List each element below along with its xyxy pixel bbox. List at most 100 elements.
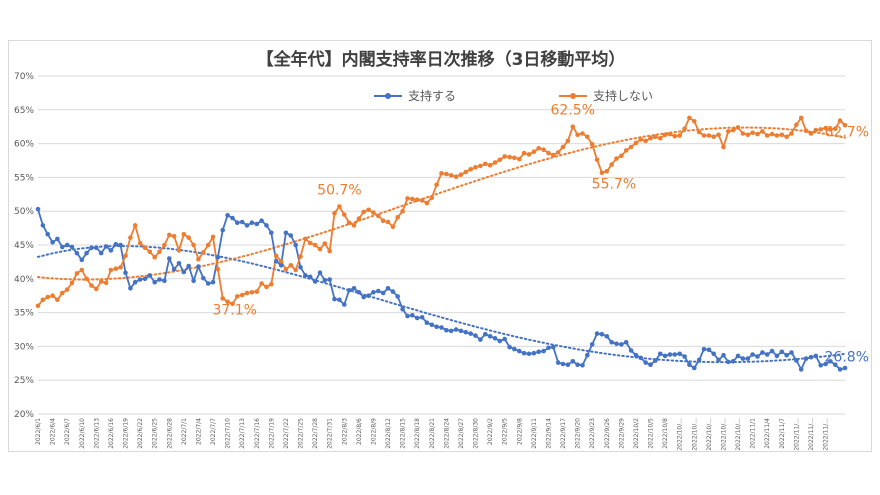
data-point <box>730 359 736 364</box>
x-tick-label: 2022/9/14 <box>545 418 552 449</box>
x-tick-label: 2022/8/3 <box>341 418 348 445</box>
x-tick-label: 2022/11/... <box>808 418 815 451</box>
data-point <box>322 277 328 283</box>
y-tick-label: 30% <box>14 342 34 352</box>
data-point <box>623 148 629 153</box>
data-point <box>546 345 551 351</box>
data-point <box>434 182 439 188</box>
data-point <box>483 161 488 167</box>
data-point <box>463 169 469 175</box>
data-point <box>837 118 843 123</box>
x-tick-label: 2022/8/6 <box>356 418 363 445</box>
data-point <box>337 297 342 303</box>
data-point <box>774 133 780 138</box>
data-point <box>818 127 823 132</box>
data-point <box>303 236 308 242</box>
data-point <box>619 342 624 347</box>
x-tick-label: 2022/6/4 <box>50 418 57 445</box>
data-point <box>45 294 50 300</box>
data-point <box>662 132 668 138</box>
data-point <box>687 362 692 368</box>
data-point <box>711 134 716 140</box>
data-point <box>755 131 760 137</box>
data-point <box>439 325 444 330</box>
data-point <box>395 294 401 299</box>
data-point <box>580 363 585 368</box>
data-point <box>171 233 177 239</box>
data-point <box>682 354 687 359</box>
data-point <box>628 348 634 353</box>
data-point <box>711 351 716 357</box>
x-tick-label: 2022/7/22 <box>283 418 290 449</box>
data-point <box>215 267 221 272</box>
data-point <box>555 150 561 155</box>
data-point <box>298 265 303 270</box>
x-tick-label: 2022/7/10 <box>225 418 232 449</box>
data-point <box>779 349 785 355</box>
data-point <box>69 280 75 286</box>
x-tick-label: 2022/9/23 <box>589 418 596 449</box>
data-point <box>137 240 143 246</box>
data-point <box>327 277 333 282</box>
data-point <box>108 267 114 273</box>
data-point <box>98 279 104 284</box>
data-point <box>517 348 522 354</box>
data-point <box>789 131 794 136</box>
data-point <box>283 267 289 272</box>
data-point <box>628 144 634 150</box>
x-tick-label: 2022/6/10 <box>79 418 86 449</box>
data-point <box>833 126 838 131</box>
y-tick-label: 65% <box>14 106 34 116</box>
data-point <box>531 149 537 154</box>
annotation-label: 50.7% <box>317 182 361 198</box>
data-point <box>536 146 541 151</box>
data-point <box>390 289 396 294</box>
data-point <box>171 267 177 272</box>
data-point <box>414 197 420 202</box>
data-point <box>448 328 454 334</box>
data-point <box>638 137 644 142</box>
data-point <box>672 352 678 357</box>
data-point <box>380 218 386 223</box>
data-point <box>230 215 235 221</box>
data-point <box>769 131 775 137</box>
data-point <box>264 223 269 228</box>
data-point <box>259 281 264 286</box>
annotation-label: 62.7% <box>825 125 869 141</box>
data-point <box>808 131 814 136</box>
data-point <box>429 195 435 200</box>
data-point <box>123 270 128 275</box>
data-point <box>701 346 707 352</box>
data-point <box>230 301 235 307</box>
data-point <box>410 196 415 202</box>
x-tick-label: 2022/9/8 <box>516 418 523 445</box>
data-point <box>196 264 201 269</box>
data-point <box>273 253 279 259</box>
data-point <box>828 127 833 132</box>
data-point <box>784 134 789 140</box>
y-tick-label: 45% <box>14 241 34 251</box>
annotation-label: 37.1% <box>212 302 256 318</box>
y-tick-label: 25% <box>14 376 34 386</box>
data-point <box>45 231 50 237</box>
data-point <box>210 279 216 285</box>
data-point <box>798 115 804 121</box>
data-point <box>312 279 318 284</box>
data-point <box>531 350 537 356</box>
data-point <box>332 210 337 216</box>
data-point <box>244 223 250 228</box>
data-point <box>366 207 371 213</box>
data-point <box>84 276 89 282</box>
data-point <box>176 261 182 266</box>
data-point <box>235 294 240 299</box>
y-tick-label: 70% <box>14 72 34 82</box>
data-point <box>842 365 848 371</box>
data-point <box>521 150 527 156</box>
data-point <box>726 359 731 365</box>
data-point <box>585 134 590 140</box>
data-point <box>69 244 75 250</box>
data-point <box>551 344 556 350</box>
data-point <box>249 220 255 225</box>
data-point <box>167 256 172 261</box>
data-point <box>735 353 741 359</box>
